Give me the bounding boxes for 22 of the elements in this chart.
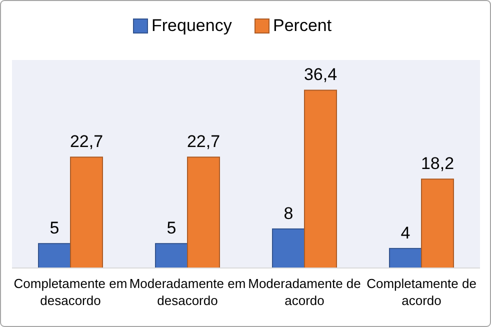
bar bbox=[421, 178, 454, 268]
data-label: 18,2 bbox=[420, 154, 454, 174]
data-label: 22,7 bbox=[186, 132, 220, 152]
x-tick-label: Moderadamente de acordo bbox=[248, 276, 361, 308]
data-label: 22,7 bbox=[70, 132, 104, 152]
bar bbox=[389, 248, 422, 268]
data-label: 5 bbox=[50, 218, 60, 238]
x-tick-label: Completamente de acordo bbox=[366, 276, 476, 308]
legend-label: Percent bbox=[273, 16, 332, 35]
data-label: 4 bbox=[400, 223, 410, 242]
bar bbox=[70, 156, 103, 268]
bar bbox=[187, 156, 220, 268]
bar bbox=[272, 228, 305, 268]
bar bbox=[304, 90, 337, 268]
x-tick-label: Moderadamente em desacordo bbox=[129, 276, 246, 308]
x-tick-label: Completamente em desacordo bbox=[14, 276, 128, 308]
data-label: 8 bbox=[284, 204, 294, 223]
bar bbox=[155, 243, 188, 268]
legend-label: Frequency bbox=[152, 16, 232, 35]
data-label: 36,4 bbox=[304, 65, 338, 84]
bar bbox=[38, 243, 71, 268]
data-label: 5 bbox=[166, 218, 176, 238]
